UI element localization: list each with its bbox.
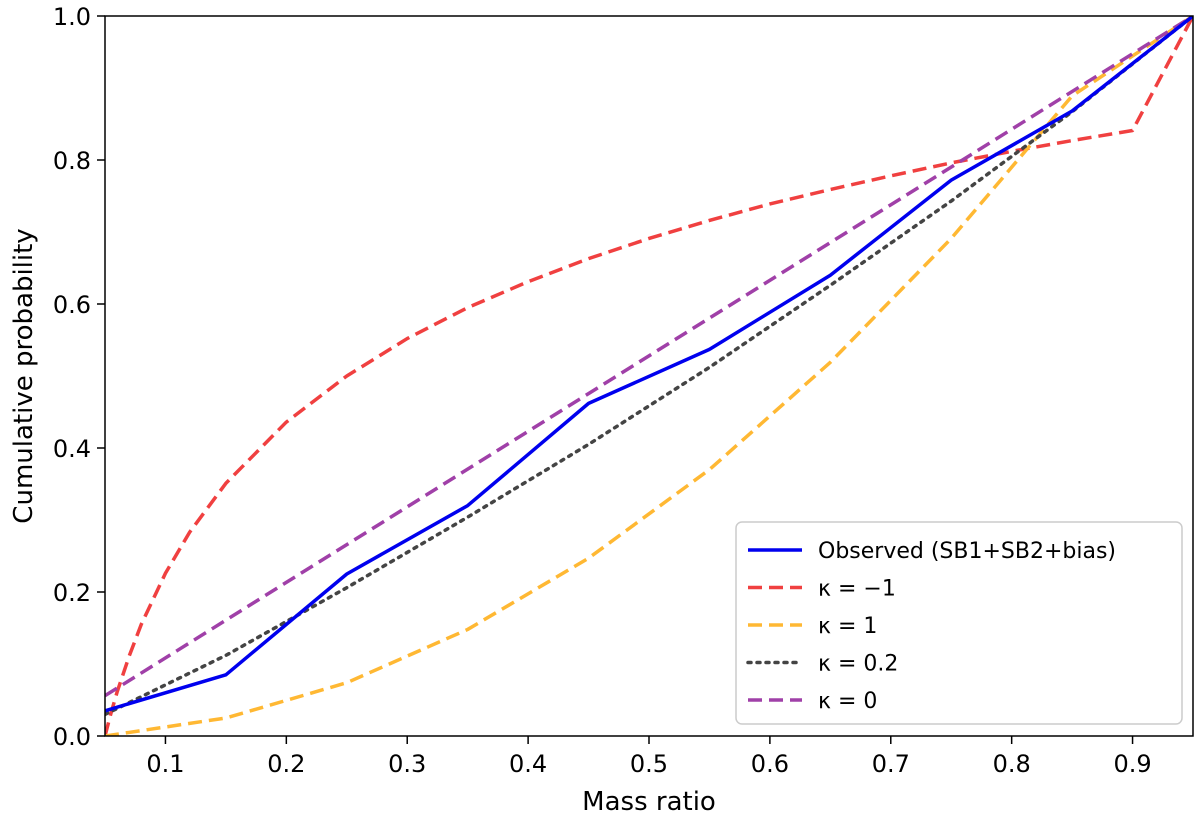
legend-label: κ = 1 (818, 614, 877, 639)
x-tick-label: 0.2 (267, 750, 305, 778)
series-line-2 (105, 16, 1193, 736)
y-tick-label: 0.0 (53, 723, 91, 751)
y-tick-label: 0.8 (53, 147, 91, 175)
y-tick-label: 0.2 (53, 579, 91, 607)
legend-label: κ = 0 (818, 689, 877, 714)
series-layer (105, 16, 1193, 736)
x-tick-label: 0.7 (872, 750, 910, 778)
series-line-3 (105, 16, 1193, 717)
x-tick-label: 0.1 (146, 750, 184, 778)
series-line-4 (105, 16, 1193, 698)
y-tick-label: 0.6 (53, 291, 91, 319)
y-tick-label: 0.4 (53, 435, 91, 463)
series-line-0 (105, 16, 1193, 713)
x-axis-title: Mass ratio (582, 787, 716, 817)
legend-label: κ = −1 (818, 577, 896, 602)
x-tick-label: 0.3 (388, 750, 426, 778)
x-tick-label: 0.8 (993, 750, 1031, 778)
x-tick-label: 0.6 (751, 750, 789, 778)
legend: Observed (SB1+SB2+bias) κ = −1 κ = 1 κ = 0.… (735, 521, 1183, 725)
y-axis-title: Cumulative probability (9, 228, 39, 523)
legend-label: κ = 0.2 (818, 652, 898, 677)
x-tick-label: 0.9 (1113, 750, 1151, 778)
legend-label: Observed (SB1+SB2+bias) (818, 539, 1116, 564)
legend-box (735, 521, 1183, 725)
x-tick-label: 0.5 (630, 750, 668, 778)
x-tick-label: 0.4 (509, 750, 547, 778)
ticks-layer: 0.1 0.2 0.3 0.4 0.5 0.6 0.7 0.8 0.9 0.0 0.2 0.4 0.6 0… (53, 3, 1152, 778)
y-tick-label: 1.0 (53, 3, 91, 31)
